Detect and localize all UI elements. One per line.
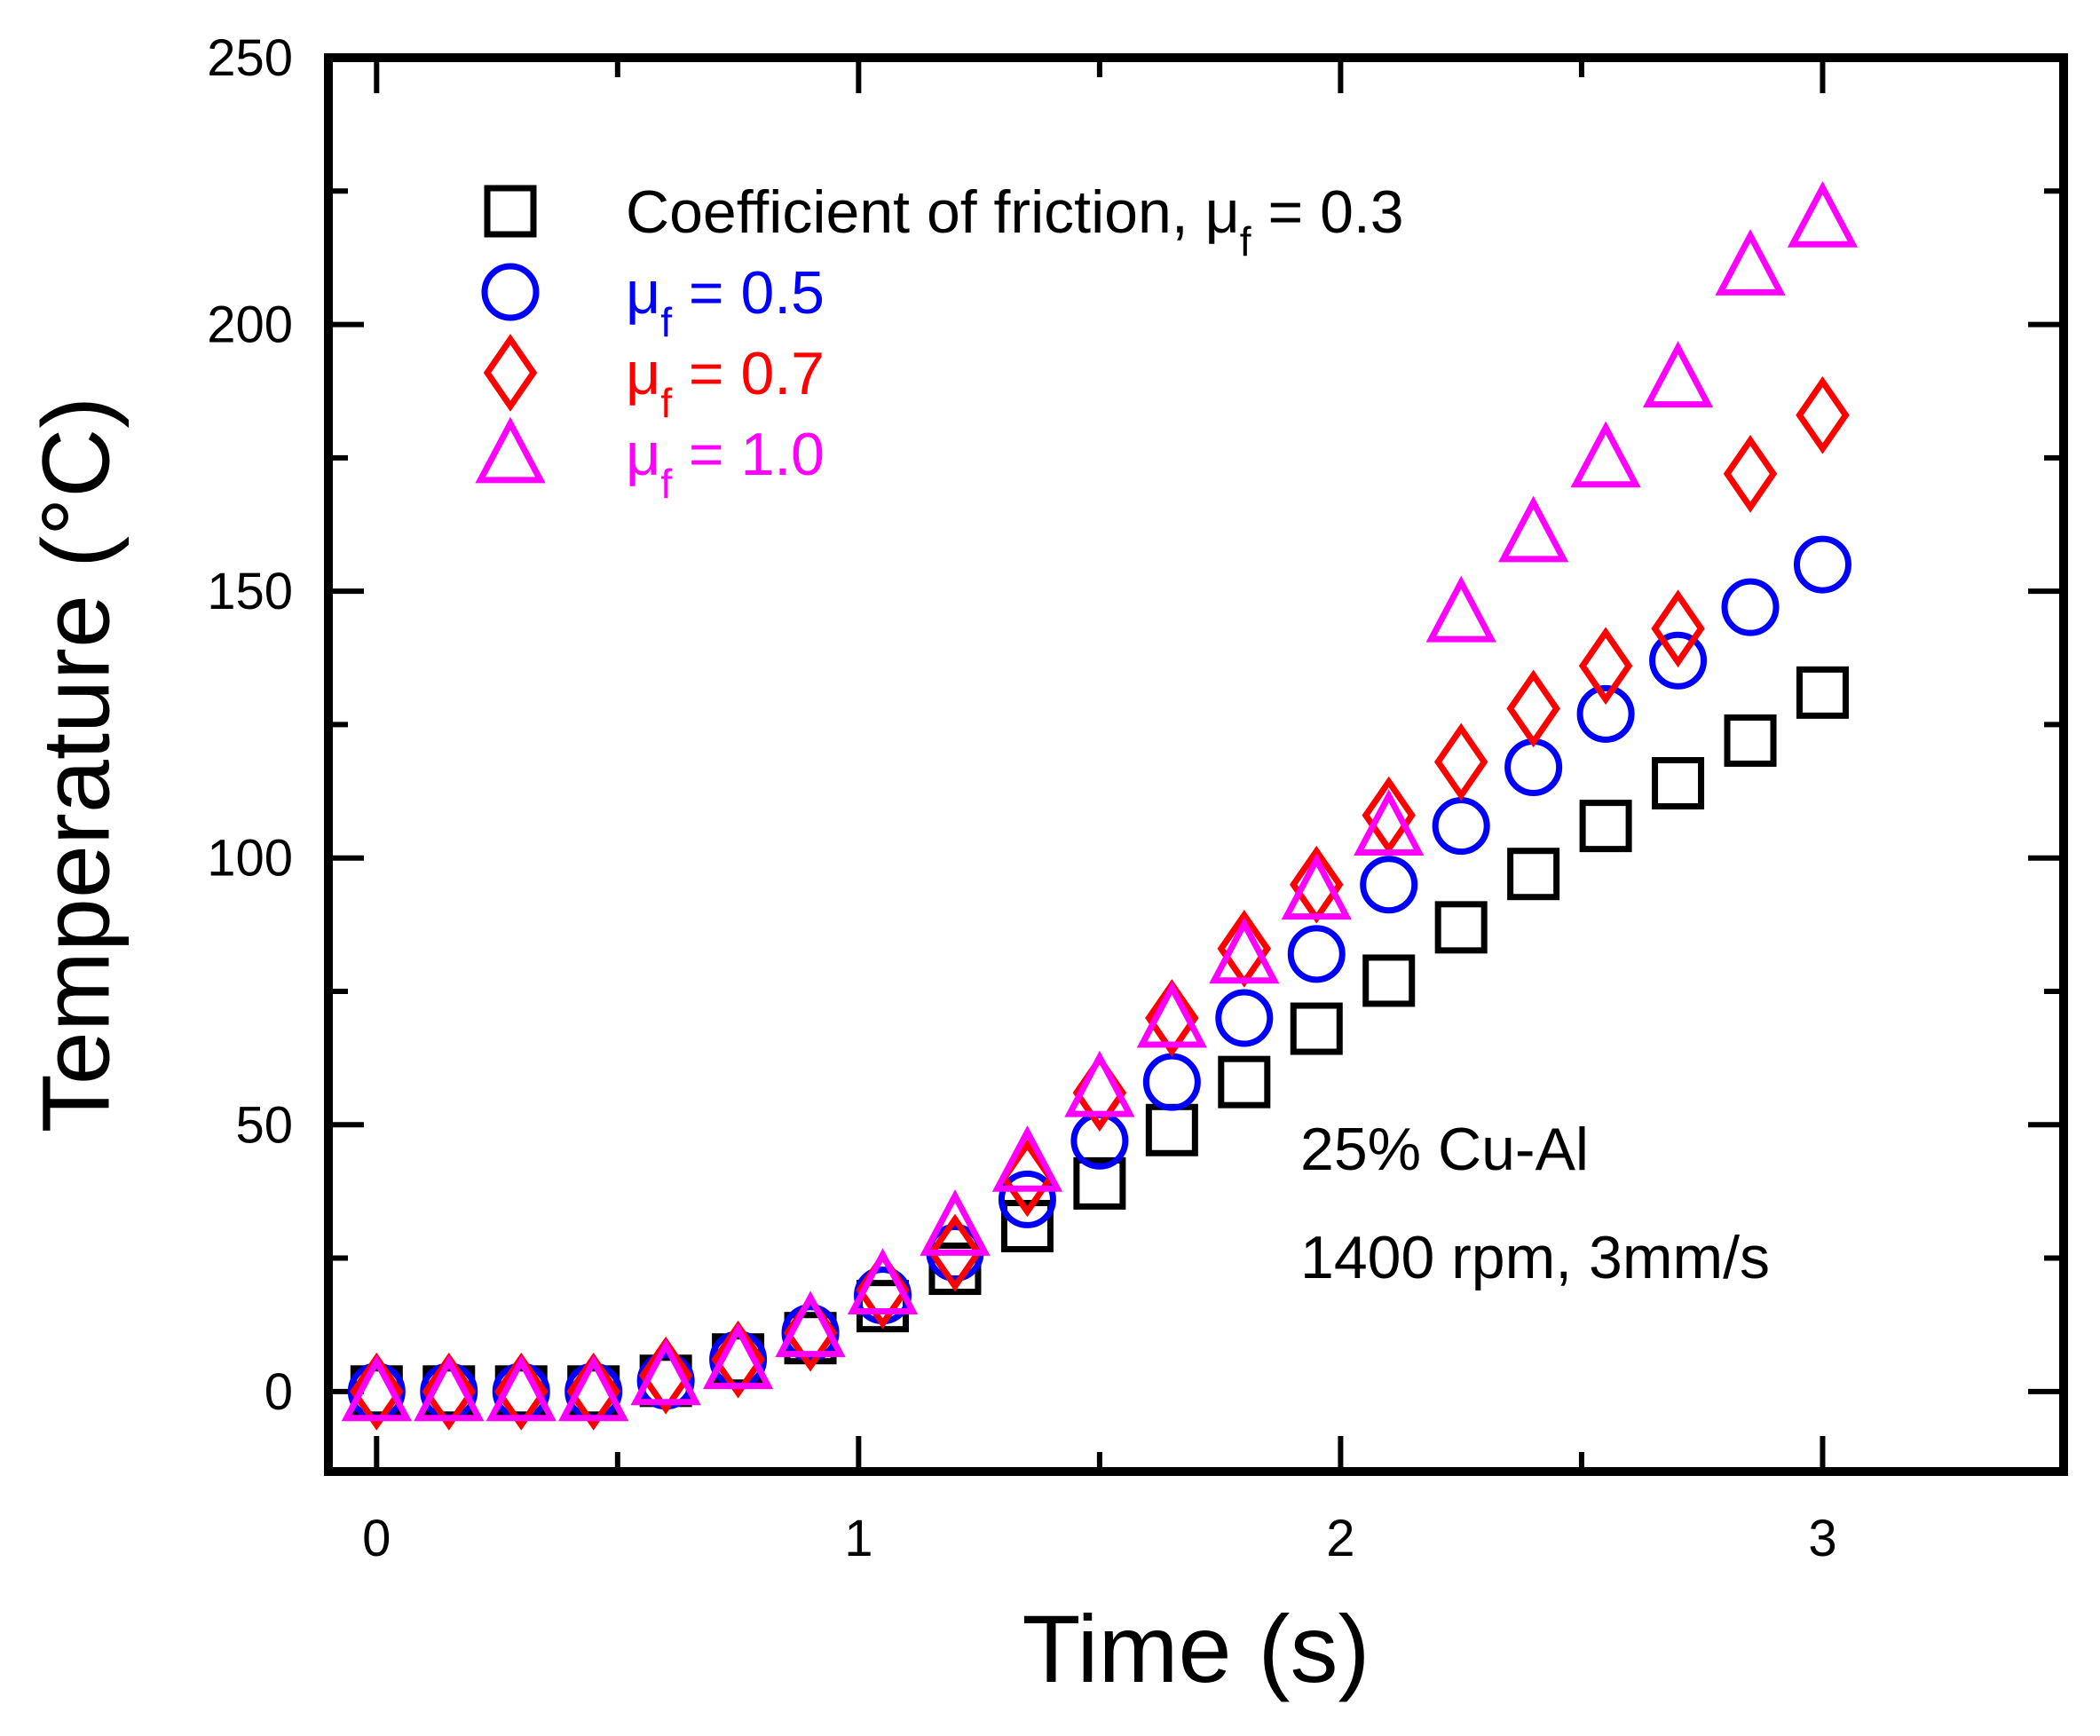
x-tick-label: 0: [362, 1510, 391, 1567]
data-point-triangle: [702, 1322, 774, 1390]
legend-marker-diamond: [483, 334, 538, 412]
data-point-circle: [1649, 631, 1708, 690]
legend: Coefficient of friction, μf = 0.3μf = 0.…: [475, 178, 1404, 507]
y-tick-label: 200: [207, 296, 293, 354]
data-point-triangle: [991, 1124, 1063, 1192]
legend-label: μf = 1.0: [626, 421, 825, 507]
annotation-material: 25% Cu-Al: [1300, 1116, 1589, 1183]
legend-marker-circle: [481, 263, 540, 321]
y-tick-label: 150: [207, 563, 293, 620]
data-point-diamond: [1506, 669, 1560, 748]
data-point-circle: [1287, 925, 1346, 983]
data-point-circle: [1215, 989, 1274, 1047]
data-point-circle: [1432, 797, 1490, 856]
data-point-square: [1724, 714, 1777, 767]
data-point-triangle: [1642, 341, 1714, 408]
data-point-circle: [1142, 1053, 1201, 1111]
data-point-square: [1290, 1002, 1343, 1055]
data-point-diamond: [928, 1213, 983, 1292]
annotation-process: 1400 rpm, 3mm/s: [1300, 1224, 1770, 1291]
y-tick-label: 250: [207, 29, 293, 87]
data-point-square: [1218, 1055, 1271, 1109]
x-tick-label: 3: [1808, 1510, 1836, 1567]
data-point-triangle: [1281, 853, 1352, 920]
data-point-circle: [1504, 738, 1563, 797]
legend-item: μf = 0.7: [483, 334, 825, 426]
data-point-circle: [1721, 578, 1780, 636]
x-axis-title: Time (s): [1022, 1595, 1370, 1702]
x-tick-label: 1: [844, 1510, 872, 1567]
x-tick-label: 2: [1326, 1510, 1354, 1567]
data-point-circle: [1793, 535, 1851, 594]
data-point-triangle: [341, 1354, 412, 1422]
data-point-triangle: [920, 1189, 991, 1256]
data-point-circle: [1360, 856, 1418, 914]
points-layer: [341, 180, 1859, 1431]
data-point-triangle: [630, 1338, 701, 1406]
data-point-square: [1000, 1199, 1054, 1252]
data-point-diamond: [566, 1352, 620, 1431]
data-point-triangle: [1425, 575, 1496, 643]
data-point-square: [1362, 954, 1416, 1007]
data-point-diamond: [1796, 375, 1850, 454]
data-point-diamond: [1578, 627, 1633, 706]
ticks-layer: [328, 55, 2064, 1472]
legend-item: Coefficient of friction, μf = 0.3: [484, 178, 1404, 264]
data-point-diamond: [1362, 776, 1416, 855]
y-tick-label: 100: [207, 830, 293, 888]
data-point-square: [1579, 800, 1632, 853]
data-point-square: [1145, 1103, 1198, 1156]
data-point-square: [1507, 848, 1560, 901]
data-point-triangle: [1064, 1050, 1135, 1117]
data-point-diamond: [1433, 722, 1488, 801]
data-point-triangle: [1787, 180, 1859, 248]
series-square: [350, 666, 1849, 1418]
data-point-square: [1073, 1156, 1126, 1210]
y-axis-title: Temperature (°C): [22, 397, 130, 1132]
series-triangle: [341, 180, 1859, 1422]
legend-label: μf = 0.7: [626, 340, 825, 426]
data-point-square: [1434, 901, 1488, 954]
data-point-triangle: [1498, 495, 1569, 563]
data-point-triangle: [1136, 981, 1207, 1048]
data-point-triangle: [1209, 917, 1280, 984]
data-point-triangle: [1570, 421, 1641, 488]
data-point-triangle: [847, 1248, 919, 1315]
data-point-circle: [1576, 684, 1635, 743]
tick-labels-layer: 0 1 2 3 0 50 100 150 200 250: [207, 29, 1836, 1567]
data-point-triangle: [558, 1354, 629, 1422]
legend-item: μf = 1.0: [475, 416, 825, 507]
y-tick-label: 0: [264, 1363, 293, 1421]
data-point-diamond: [638, 1336, 693, 1415]
data-point-square: [1652, 757, 1705, 810]
data-point-diamond: [422, 1352, 477, 1431]
data-point-triangle: [1354, 789, 1425, 856]
data-point-triangle: [414, 1354, 485, 1422]
legend-marker-triangle: [475, 416, 546, 484]
data-point-triangle: [486, 1354, 557, 1422]
data-point-circle: [998, 1170, 1056, 1228]
data-point-square: [1796, 666, 1849, 719]
data-point-diamond: [1145, 979, 1199, 1057]
data-point-triangle: [775, 1290, 846, 1358]
plot-frame: [324, 53, 2068, 1476]
data-point-diamond: [711, 1320, 765, 1399]
legend-item: μf = 0.5: [481, 259, 825, 345]
y-tick-label: 50: [235, 1096, 293, 1154]
legend-label: Coefficient of friction, μf = 0.3: [626, 178, 1404, 264]
data-point-diamond: [350, 1352, 404, 1431]
data-point-diamond: [493, 1352, 549, 1431]
data-point-diamond: [1723, 435, 1778, 513]
data-point-triangle: [1715, 229, 1786, 296]
legend-label: μf = 0.5: [626, 259, 825, 345]
data-point-diamond: [1651, 589, 1705, 668]
legend-marker-square: [484, 185, 537, 238]
